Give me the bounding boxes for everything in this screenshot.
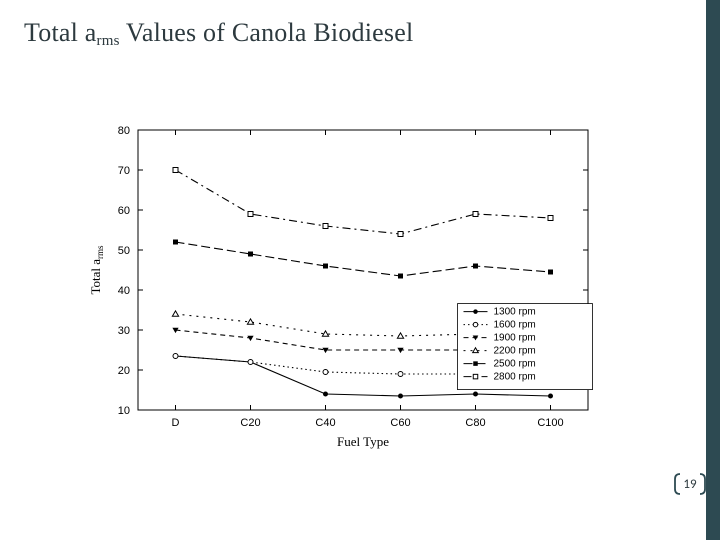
page-number-badge: 19	[672, 472, 708, 496]
svg-text:2500 rpm: 2500 rpm	[494, 359, 536, 370]
svg-text:30: 30	[118, 325, 130, 337]
svg-text:40: 40	[118, 285, 130, 297]
svg-text:Total arms: Total arms	[88, 245, 105, 295]
svg-text:2200 rpm: 2200 rpm	[494, 346, 536, 357]
svg-text:C100: C100	[537, 417, 563, 429]
chart-svg: 10 20 30 40 50 60 70 80 D C20 C40 C60 C80 C100 Fuel Ty…	[80, 120, 600, 450]
svg-text:C40: C40	[315, 417, 335, 429]
svg-text:60: 60	[118, 205, 130, 217]
svg-text:50: 50	[118, 245, 130, 257]
svg-text:Fuel Type: Fuel Type	[337, 434, 389, 449]
slide-sidebar-accent	[706, 0, 720, 540]
svg-text:70: 70	[118, 165, 130, 177]
svg-text:1300 rpm: 1300 rpm	[494, 307, 536, 318]
svg-text:C80: C80	[465, 417, 485, 429]
svg-text:2800 rpm: 2800 rpm	[494, 372, 536, 383]
svg-text:C60: C60	[390, 417, 410, 429]
svg-text:1900 rpm: 1900 rpm	[494, 333, 536, 344]
svg-text:C20: C20	[240, 417, 260, 429]
svg-text:1600 rpm: 1600 rpm	[494, 320, 536, 331]
arms-chart: 10 20 30 40 50 60 70 80 D C20 C40 C60 C80 C100 Fuel Ty…	[80, 120, 600, 450]
svg-text:20: 20	[118, 365, 130, 377]
slide-title: Total arms Values of Canola Biodiesel	[24, 18, 413, 47]
slide-title-wrap: Total arms Values of Canola Biodiesel	[24, 18, 413, 48]
svg-text:10: 10	[118, 405, 130, 417]
svg-text:80: 80	[118, 125, 130, 137]
svg-text:D: D	[172, 417, 180, 429]
